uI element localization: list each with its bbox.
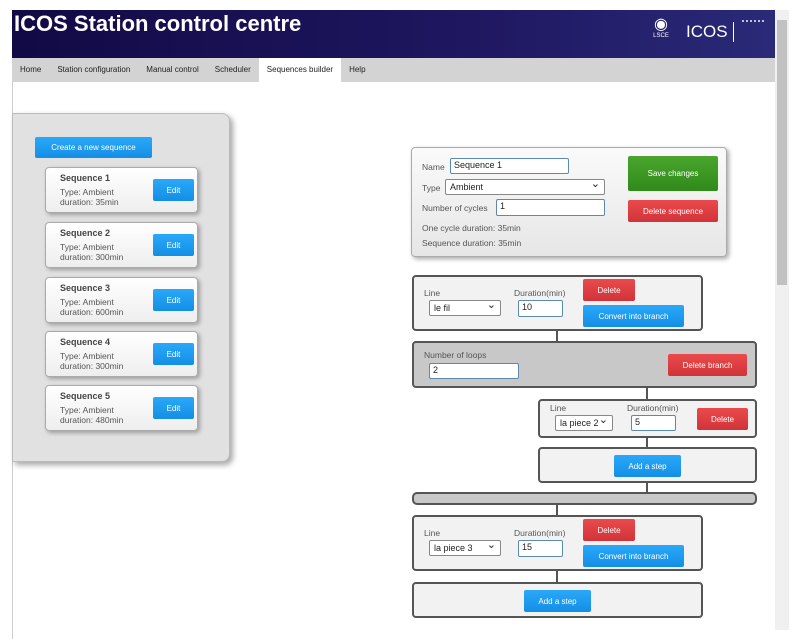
connector [556,504,558,515]
tab-sequences-builder[interactable]: Sequences builder [258,58,342,82]
sequence-card: Sequence 1 Type: Ambient duration: 35min … [45,167,198,213]
duration-label: Duration(min) [514,528,566,538]
edit-sequence-button[interactable]: Edit [153,234,194,256]
add-step-row: Add a step [412,582,703,618]
edit-sequence-button[interactable]: Edit [153,397,194,419]
type-select[interactable]: Ambient [445,177,605,195]
cycles-label: Number of cycles [422,203,488,213]
connector [646,387,648,399]
delete-branch-button[interactable]: Delete branch [668,354,747,376]
delete-step-button[interactable]: Delete [583,279,635,301]
connector [556,330,558,342]
edit-sequence-button[interactable]: Edit [153,179,194,201]
sequence-info: Type: Ambient duration: 300min [60,351,123,371]
line-select[interactable]: la piece 2 [555,413,613,431]
sequence-type: Type: Ambient [60,297,114,307]
step-1: Line le fil Duration(min) 10 Delete Conv… [412,275,703,331]
type-label: Type [422,183,441,193]
tab-scheduler[interactable]: Scheduler [214,65,251,74]
sequence-info: Type: Ambient duration: 480min [60,405,123,425]
sequence-name: Sequence 1 [60,173,111,183]
cycle-duration: One cycle duration: 35min [422,223,521,233]
branch-add-step: Add a step [538,447,757,483]
delete-step-button[interactable]: Delete [583,519,635,541]
name-input[interactable]: Sequence 1 [450,158,569,174]
save-changes-button[interactable]: Save changes [628,156,718,191]
lsce-logo: ◉ LSCE [653,16,669,40]
line-select[interactable]: le fil [429,298,501,316]
cycles-input[interactable]: 1 [496,199,605,216]
line-label: Line [424,288,441,298]
edit-sequence-button[interactable]: Edit [153,289,194,311]
sequence-type: Type: Ambient [60,405,114,415]
sequence-card: Sequence 3 Type: Ambient duration: 600min… [45,277,198,323]
add-step-button[interactable]: Add a step [524,590,591,612]
sequence-info: Type: Ambient duration: 600min [60,297,123,317]
tab-station-configuration[interactable]: Station configuration [57,65,131,74]
tab-home[interactable]: Home [20,65,42,74]
sequence-card: Sequence 5 Type: Ambient duration: 480min… [45,385,198,431]
sequence-card: Sequence 4 Type: Ambient duration: 300min… [45,331,198,377]
sequence-info: Type: Ambient duration: 300min [60,242,123,262]
scrollbar-thumb[interactable] [777,20,787,285]
duration-input[interactable]: 15 [518,540,563,557]
sequence-info: Type: Ambient duration: 35min [60,187,119,207]
line-select[interactable]: la piece 3 [429,538,501,556]
sequence-name: Sequence 4 [60,337,111,347]
header [12,10,775,58]
sequence-type: Type: Ambient [60,187,114,197]
connector [646,482,648,492]
add-step-button[interactable]: Add a step [614,455,681,477]
tab-help[interactable]: Help [349,65,366,74]
delete-sequence-button[interactable]: Delete sequence [628,200,718,222]
delete-step-button[interactable]: Delete [697,408,748,430]
sequence-duration: Sequence duration: 35min [422,238,522,248]
sequence-name: Sequence 5 [60,391,111,401]
sequence-duration: duration: 300min [60,361,124,371]
convert-into-branch-button[interactable]: Convert into branch [583,305,684,327]
branch: Number of loops 2 Delete branch [412,341,757,388]
loops-input[interactable]: 2 [429,363,519,379]
tab-manual-control[interactable]: Manual control [146,65,199,74]
sequence-editor-panel: Name Sequence 1 Type Ambient Number of c… [411,147,727,257]
app-title: ICOS Station control centre [14,11,302,36]
duration-label: Duration(min) [514,288,566,298]
line-label: Line [424,528,441,538]
sequence-type: Type: Ambient [60,351,114,361]
branch-step: Line la piece 2 Duration(min) 5 Delete [538,399,757,438]
sequence-type: Type: Ambient [60,242,114,252]
duration-input[interactable]: 10 [518,300,563,317]
name-label: Name [422,162,445,172]
sequence-duration: duration: 35min [60,197,119,207]
create-sequence-button[interactable]: Create a new sequence [35,137,152,158]
sequence-duration: duration: 600min [60,307,124,317]
sequence-duration: duration: 300min [60,252,124,262]
duration-input[interactable]: 5 [631,415,676,431]
nav-bar: Home Station configuration Manual contro… [12,58,775,82]
sequence-list-panel: Create a new sequence Sequence 1 Type: A… [12,113,230,462]
connector [646,437,648,447]
icos-logo: ICOS [686,22,734,42]
sequence-card: Sequence 2 Type: Ambient duration: 300min… [45,222,198,268]
sequence-name: Sequence 3 [60,283,111,293]
sequence-duration: duration: 480min [60,415,124,425]
convert-into-branch-button[interactable]: Convert into branch [583,545,684,567]
line-label: Line [550,403,567,413]
sequence-name: Sequence 2 [60,228,111,238]
step-3: Line la piece 3 Duration(min) 15 Delete … [412,515,703,571]
loops-label: Number of loops [424,350,487,360]
duration-label: Duration(min) [627,403,679,413]
branch-end [412,492,757,505]
edit-sequence-button[interactable]: Edit [153,343,194,365]
icos-logo-mark [742,20,764,38]
connector [556,570,558,582]
